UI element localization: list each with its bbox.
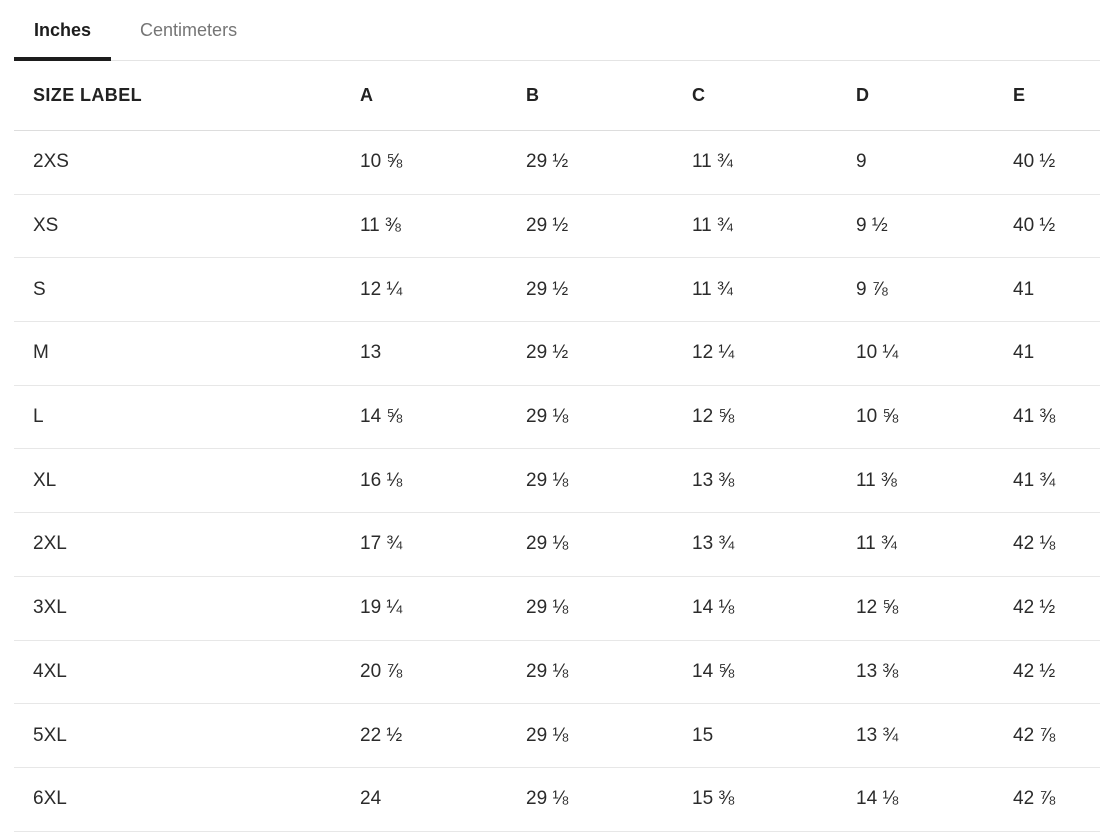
value-cell: 24 <box>360 788 382 810</box>
value-cell: 10 ⅝ <box>856 406 899 428</box>
value-cell: 29 ½ <box>526 151 569 173</box>
value-cell: 41 ⅜ <box>1013 406 1056 428</box>
value-cell: 11 ⅜ <box>856 469 897 491</box>
value-cell: 14 ⅝ <box>360 406 403 428</box>
value-cell: 13 ¾ <box>692 533 735 555</box>
table-row: 2XL 17 ¾ 29 ⅛ 13 ¾ 11 ¾ 42 ⅛ <box>14 513 1100 577</box>
size-cell: 5XL <box>33 724 67 746</box>
value-cell: 42 ⅞ <box>1013 724 1056 746</box>
size-chart-table: SIZE LABEL A B C D E 2XS 10 ⅝ 29 ½ 11 ¾ 9 40 … <box>14 61 1100 832</box>
table-header-row: SIZE LABEL A B C D E <box>14 61 1100 131</box>
value-cell: 11 ¾ <box>692 278 733 300</box>
value-cell: 9 <box>856 151 867 173</box>
size-cell: XS <box>33 215 59 237</box>
value-cell: 11 ¾ <box>692 215 733 237</box>
column-header-b: B <box>526 85 539 105</box>
unit-tab-bar: Inches Centimeters <box>14 0 1100 61</box>
value-cell: 29 ⅛ <box>526 724 569 746</box>
size-cell: 6XL <box>33 788 67 810</box>
value-cell: 42 ⅞ <box>1013 788 1056 810</box>
tab-centimeters[interactable]: Centimeters <box>140 19 238 40</box>
size-cell: L <box>33 406 44 428</box>
size-cell: M <box>33 342 49 364</box>
value-cell: 41 <box>1013 278 1035 300</box>
value-cell: 13 <box>360 342 382 364</box>
column-header-size-label: SIZE LABEL <box>33 85 143 105</box>
size-cell: 2XS <box>33 151 69 173</box>
value-cell: 29 ⅛ <box>526 406 569 428</box>
value-cell: 13 ⅜ <box>692 469 735 491</box>
table-row: 6XL 24 29 ⅛ 15 ⅜ 14 ⅛ 42 ⅞ <box>14 768 1100 832</box>
value-cell: 41 ¾ <box>1013 469 1056 491</box>
table-row: S 12 ¼ 29 ½ 11 ¾ 9 ⅞ 41 <box>14 258 1100 323</box>
value-cell: 29 ⅛ <box>526 533 569 555</box>
column-header-a: A <box>360 85 373 105</box>
value-cell: 12 ⅝ <box>692 406 735 428</box>
value-cell: 29 ⅛ <box>526 788 569 810</box>
table-row: XL 16 ⅛ 29 ⅛ 13 ⅜ 11 ⅜ 41 ¾ <box>14 449 1100 514</box>
column-header-e: E <box>1013 85 1026 105</box>
value-cell: 10 ¼ <box>856 342 899 364</box>
value-cell: 29 ½ <box>526 278 569 300</box>
value-cell: 40 ½ <box>1013 215 1056 237</box>
value-cell: 9 ½ <box>856 215 888 237</box>
column-header-d: D <box>856 85 869 105</box>
value-cell: 29 ⅛ <box>526 597 569 619</box>
value-cell: 16 ⅛ <box>360 469 403 491</box>
value-cell: 22 ½ <box>360 724 403 746</box>
table-body: 2XS 10 ⅝ 29 ½ 11 ¾ 9 40 ½ XS 11 ⅜ 29 ½ 11 ¾ 9 ½ 40 … <box>14 131 1100 832</box>
value-cell: 13 ⅜ <box>856 660 899 682</box>
table-row: 4XL 20 ⅞ 29 ⅛ 14 ⅝ 13 ⅜ 42 ½ <box>14 641 1100 705</box>
value-cell: 15 ⅜ <box>692 788 735 810</box>
value-cell: 15 <box>692 724 714 746</box>
value-cell: 11 ¾ <box>856 533 897 555</box>
value-cell: 14 ⅛ <box>856 788 899 810</box>
value-cell: 29 ⅛ <box>526 660 569 682</box>
table-row: M 13 29 ½ 12 ¼ 10 ¼ 41 <box>14 322 1100 386</box>
value-cell: 29 ½ <box>526 342 569 364</box>
size-cell: 3XL <box>33 597 67 619</box>
value-cell: 11 ¾ <box>692 151 733 173</box>
value-cell: 40 ½ <box>1013 151 1056 173</box>
value-cell: 19 ¼ <box>360 597 403 619</box>
value-cell: 42 ⅛ <box>1013 533 1056 555</box>
tab-inches[interactable]: Inches <box>14 0 112 61</box>
size-cell: XL <box>33 469 57 491</box>
table-row: L 14 ⅝ 29 ⅛ 12 ⅝ 10 ⅝ 41 ⅜ <box>14 386 1100 450</box>
value-cell: 12 ¼ <box>360 278 403 300</box>
value-cell: 13 ¾ <box>856 724 899 746</box>
value-cell: 20 ⅞ <box>360 660 403 682</box>
value-cell: 12 ⅝ <box>856 597 899 619</box>
value-cell: 10 ⅝ <box>360 151 403 173</box>
value-cell: 9 ⅞ <box>856 278 888 300</box>
value-cell: 29 ⅛ <box>526 469 569 491</box>
size-cell: 2XL <box>33 533 67 555</box>
value-cell: 42 ½ <box>1013 660 1056 682</box>
value-cell: 41 <box>1013 342 1035 364</box>
value-cell: 42 ½ <box>1013 597 1056 619</box>
value-cell: 14 ⅝ <box>692 660 735 682</box>
column-header-c: C <box>692 85 705 105</box>
table-row: XS 11 ⅜ 29 ½ 11 ¾ 9 ½ 40 ½ <box>14 195 1100 259</box>
value-cell: 12 ¼ <box>692 342 735 364</box>
value-cell: 29 ½ <box>526 215 569 237</box>
value-cell: 14 ⅛ <box>692 597 735 619</box>
table-row: 5XL 22 ½ 29 ⅛ 15 13 ¾ 42 ⅞ <box>14 704 1100 768</box>
value-cell: 17 ¾ <box>360 533 403 555</box>
table-row: 2XS 10 ⅝ 29 ½ 11 ¾ 9 40 ½ <box>14 131 1100 195</box>
size-cell: S <box>33 278 46 300</box>
size-cell: 4XL <box>33 660 67 682</box>
table-row: 3XL 19 ¼ 29 ⅛ 14 ⅛ 12 ⅝ 42 ½ <box>14 577 1100 641</box>
value-cell: 11 ⅜ <box>360 215 401 237</box>
